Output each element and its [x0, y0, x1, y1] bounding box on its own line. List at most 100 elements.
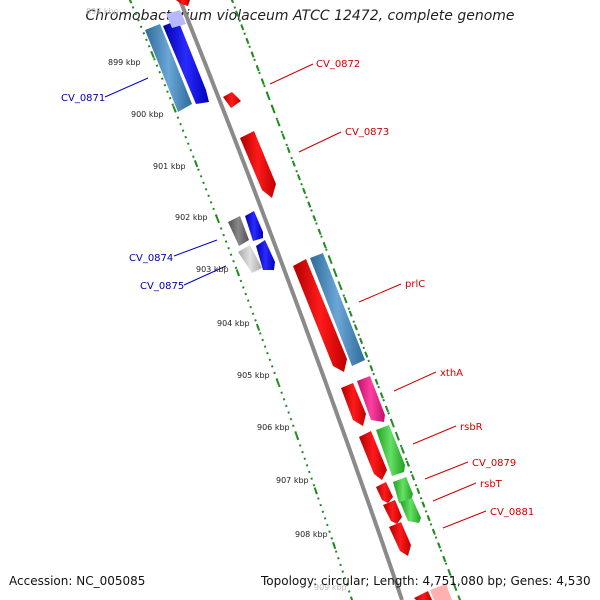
- outer-tick: [374, 378, 379, 385]
- outer-tick: [266, 92, 271, 99]
- outer-tick: [437, 542, 442, 549]
- outer-tick: [390, 419, 395, 426]
- gene-feature-cv0875: [256, 240, 275, 270]
- connector-cv0875: [183, 265, 227, 286]
- outer-tick: [442, 555, 447, 563]
- kbp-label: 902 kbp: [175, 213, 208, 222]
- kbp-label: 901 kbp: [153, 162, 186, 171]
- gene-feature-xthA-cds: [357, 376, 385, 422]
- outer-tick: [276, 119, 281, 126]
- kbp-tick-marks: [128, 0, 354, 600]
- outer-tick: [333, 269, 338, 276]
- gene-feature-cv0881: [389, 522, 411, 556]
- kbp-tick: [255, 323, 261, 331]
- gene-feature-top: [176, 0, 190, 6]
- outer-tick: [250, 51, 255, 58]
- gene-feature-bottom: [414, 591, 432, 600]
- outer-tick: [400, 446, 405, 454]
- outer-tick: [240, 24, 245, 31]
- gene-label-cv0879: CV_0879: [472, 458, 516, 469]
- gene-label-rsbR: rsbR: [460, 422, 483, 433]
- accession-text: Accession: NC_005085: [9, 574, 146, 588]
- outer-tick: [343, 296, 348, 304]
- outer-tick: [235, 10, 240, 17]
- gene-label-prlC: prlC: [405, 279, 425, 290]
- gene-features: [145, 0, 452, 600]
- outer-tick: [395, 433, 400, 440]
- outer-tick: [353, 324, 358, 331]
- outer-tick: [260, 78, 265, 85]
- connector-cv0874: [173, 239, 218, 257]
- kbp-label: 898 kbp: [86, 7, 119, 16]
- outer-tick: [426, 515, 431, 522]
- outer-tick: [327, 255, 332, 263]
- outer-tick: [452, 583, 457, 590]
- gene-label-rsbT: rsbT: [480, 479, 503, 490]
- gene-feature-rsbR: [359, 431, 387, 480]
- kbp-tick: [275, 378, 280, 386]
- gene-feature-cv0874: [245, 211, 263, 241]
- map-title: Chromobacterium violaceum ATCC 12472, co…: [85, 8, 515, 24]
- kbp-tick: [193, 160, 199, 168]
- gene-feature-cv0871-cds: [145, 24, 192, 112]
- kbp-tick: [313, 487, 318, 495]
- outer-tick: [421, 501, 426, 508]
- outer-tick: [431, 528, 436, 535]
- outer-tick: [447, 569, 452, 576]
- kbp-tick: [172, 105, 177, 113]
- kbp-tick: [294, 432, 300, 440]
- outer-tick: [291, 160, 296, 167]
- kbp-tick: [235, 269, 241, 277]
- gene-feature-bottom-pale: [430, 584, 452, 600]
- outer-tick: [411, 474, 416, 481]
- outer-tick: [281, 133, 286, 140]
- kbp-label: 908 kbp: [295, 530, 328, 539]
- genome-backbone: [178, 0, 404, 600]
- kbp-label: 905 kbp: [237, 371, 270, 380]
- gene-feature-cv0871: [163, 20, 209, 104]
- kbp-tick: [215, 214, 220, 222]
- outer-tick: [364, 351, 369, 358]
- outer-tick: [457, 596, 462, 600]
- kbp-label: 903 kbp: [196, 265, 229, 274]
- kbp-tick: [150, 50, 155, 59]
- gene-feature-cv0872: [223, 92, 241, 108]
- kbp-tick: [128, 0, 133, 4]
- outer-tick: [338, 283, 343, 290]
- gene-feature-prlC-cds: [310, 253, 365, 366]
- gene-feature-cv0879-cds: [393, 477, 413, 503]
- outer-tick-marks: [230, 0, 462, 600]
- connector-cv0871: [104, 77, 149, 98]
- outer-tick: [416, 487, 421, 495]
- kbp-label: 906 kbp: [257, 423, 290, 432]
- outer-tick: [312, 215, 317, 222]
- connector-xthA: [393, 371, 437, 392]
- connector-rsbT: [432, 482, 477, 502]
- gene-feature-cv0875-cds: [238, 245, 262, 273]
- outer-tick: [271, 105, 276, 113]
- connector-cv0872: [269, 63, 314, 85]
- kbp-tick: [349, 596, 354, 600]
- outer-tick: [296, 174, 301, 181]
- outer-tick: [230, 0, 234, 4]
- gene-feature-rsbT: [383, 500, 402, 524]
- connector-rsbR: [412, 425, 457, 445]
- connector-cv0879: [424, 461, 469, 480]
- gene-label-cv0881: CV_0881: [490, 507, 534, 518]
- gene-feature-cv0879: [376, 482, 393, 503]
- kbp-label: 904 kbp: [217, 319, 250, 328]
- connector-cv0881: [442, 510, 487, 529]
- gene-feature-xthA: [341, 383, 366, 426]
- outer-tick: [385, 405, 390, 413]
- gene-label-cv0875: CV_0875: [140, 281, 184, 292]
- outer-tick: [369, 365, 374, 372]
- outer-tick: [379, 392, 384, 399]
- outer-tick: [317, 228, 322, 235]
- gene-feature-cv0873: [240, 131, 276, 198]
- outer-tick: [302, 187, 307, 195]
- label-connectors: [104, 63, 487, 529]
- kbp-label: 909 kbp: [314, 583, 347, 592]
- kbp-label: 899 kbp: [108, 58, 141, 67]
- outer-tick: [348, 310, 353, 317]
